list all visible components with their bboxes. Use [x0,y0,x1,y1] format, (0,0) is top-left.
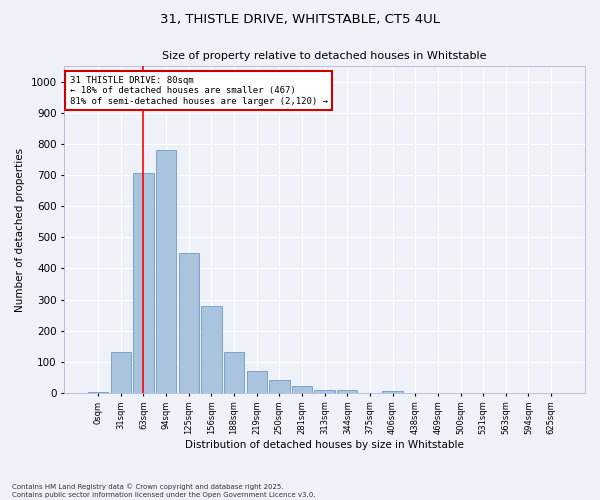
Text: Contains HM Land Registry data © Crown copyright and database right 2025.
Contai: Contains HM Land Registry data © Crown c… [12,484,316,498]
Bar [133,174,154,393]
Text: 31 THISTLE DRIVE: 80sqm
← 18% of detached houses are smaller (467)
81% of semi-d: 31 THISTLE DRIVE: 80sqm ← 18% of detache… [70,76,328,106]
Bar [110,352,131,393]
Title: Size of property relative to detached houses in Whitstable: Size of property relative to detached ho… [163,50,487,60]
Y-axis label: Number of detached properties: Number of detached properties [15,148,25,312]
Bar [292,386,312,393]
Bar [269,380,290,393]
Bar [224,352,244,393]
Bar [201,306,221,393]
Bar [156,150,176,393]
Bar [88,392,109,393]
Bar [179,253,199,393]
X-axis label: Distribution of detached houses by size in Whitstable: Distribution of detached houses by size … [185,440,464,450]
Bar [314,390,335,393]
Text: 31, THISTLE DRIVE, WHITSTABLE, CT5 4UL: 31, THISTLE DRIVE, WHITSTABLE, CT5 4UL [160,12,440,26]
Bar [247,371,267,393]
Bar [382,392,403,393]
Bar [337,390,358,393]
